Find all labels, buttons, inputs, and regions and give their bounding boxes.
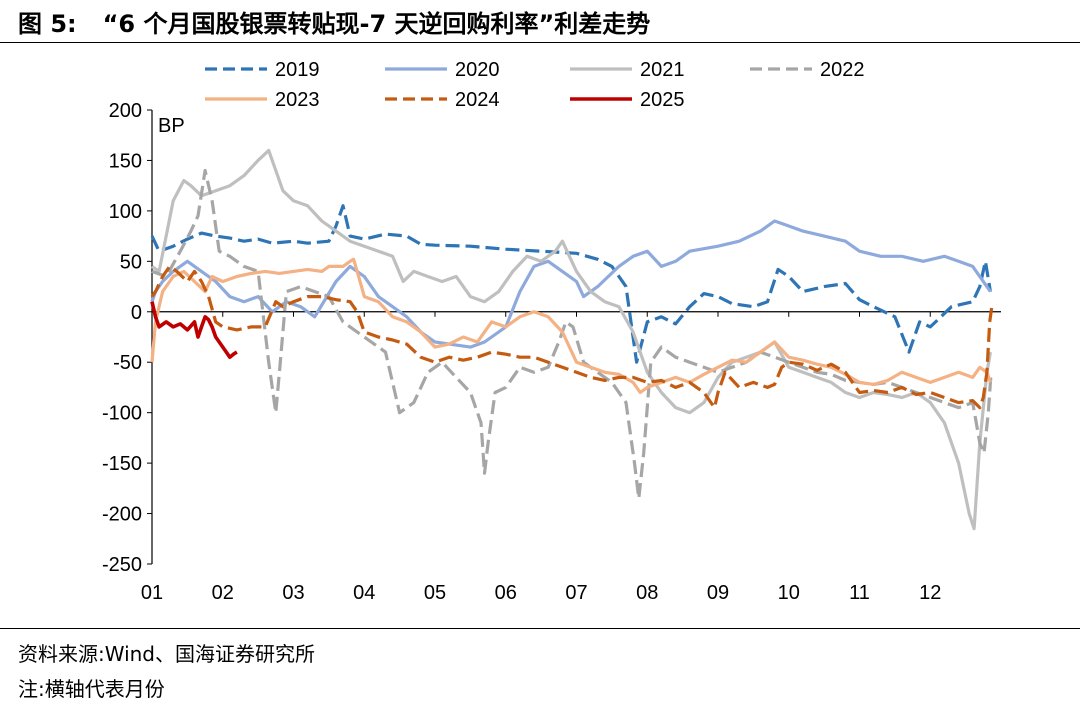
y-tick-label: 200: [109, 100, 142, 122]
x-tick-label: 12: [919, 582, 941, 604]
figure-label: 图 5:: [18, 10, 77, 38]
x-tick-label: 11: [849, 582, 870, 604]
x-tick-label: 05: [424, 582, 446, 604]
legend-label-2022: 2022: [820, 59, 865, 81]
x-tick-label: 01: [141, 582, 163, 604]
legend-label-2021: 2021: [640, 59, 685, 81]
y-tick-label: -200: [102, 504, 142, 526]
y-tick-label: 50: [120, 251, 142, 273]
x-tick-label: 07: [565, 582, 587, 604]
legend-label-2023: 2023: [275, 89, 320, 111]
x-tick-label: 10: [778, 582, 800, 604]
x-tick-label: 06: [495, 582, 517, 604]
y-tick-label: -50: [113, 352, 142, 374]
y-tick-label: 100: [109, 201, 142, 223]
y-tick-label: -100: [102, 403, 142, 425]
axis-note: 注:横轴代表月份: [18, 677, 165, 701]
y-tick-label: -150: [102, 453, 142, 475]
title-rule: [0, 42, 1080, 43]
x-tick-label: 04: [353, 582, 375, 604]
series-line-2019: [150, 204, 992, 364]
series-line-2022: [151, 168, 993, 500]
x-tick-label: 09: [707, 582, 729, 604]
y-tick-label: -250: [102, 554, 142, 576]
legend-label-2019: 2019: [275, 59, 320, 81]
series-line-2024: [150, 264, 994, 410]
series-line-2021: [151, 148, 992, 531]
x-tick-label: 02: [212, 582, 234, 604]
y-tick-label: 0: [131, 302, 142, 324]
legend-label-2025: 2025: [640, 89, 685, 111]
series-line-2023: [150, 257, 992, 395]
legend-label-2020: 2020: [455, 59, 500, 81]
figure-title-text: “6 个月国股银票转贴现-7 天逆回购利率”利差走势: [102, 10, 651, 38]
legend-label-2024: 2024: [455, 89, 500, 111]
series-line-2020: [150, 219, 992, 349]
x-tick-label: 03: [282, 582, 304, 604]
line-chart: 200 150 100 50 0 -50 -100 -150 -200 -250 01 02 03 04 0…: [102, 59, 1001, 604]
series-line-2025: [150, 301, 238, 359]
footer-rule: [0, 628, 1080, 629]
x-tick-label: 08: [636, 582, 658, 604]
y-tick-label: 150: [109, 150, 142, 172]
figure-title: 图 5: “6 个月国股银票转贴现-7 天逆回购利率”利差走势: [18, 4, 650, 39]
source-note: 资料来源:Wind、国海证券研究所: [18, 642, 316, 666]
unit-label: BP: [158, 115, 185, 137]
